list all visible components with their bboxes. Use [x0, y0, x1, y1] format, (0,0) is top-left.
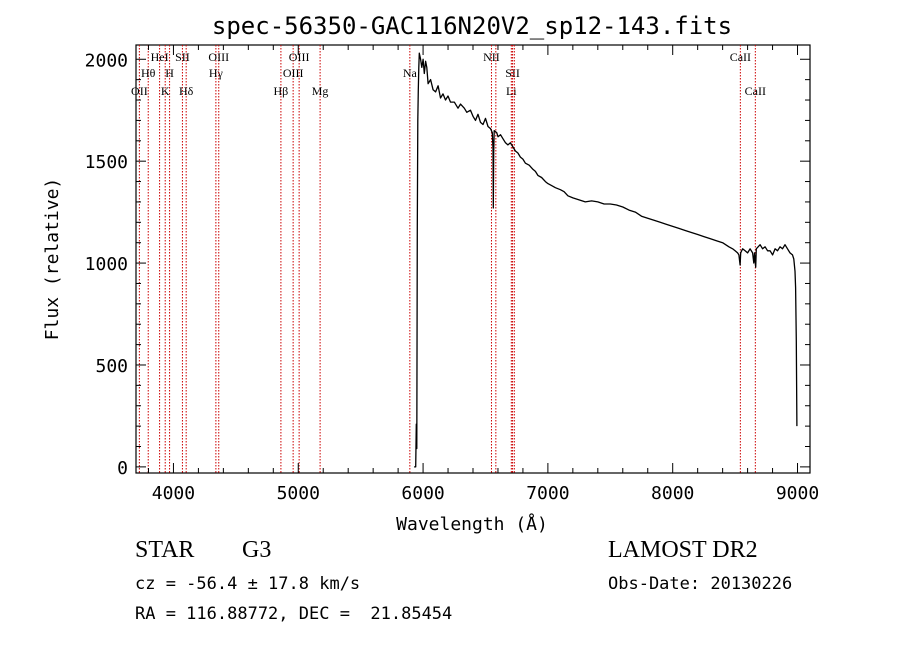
object-class: STAR [135, 537, 195, 563]
line-marker-label: Hβ [274, 84, 289, 98]
axis-ticks: 4000 5000 6000 7000 8000 9000 0 500 1000 1500 2000 [85, 45, 819, 504]
x-tick-label: 5000 [277, 483, 320, 504]
line-marker-label: SII [175, 50, 190, 64]
spectrum-line [414, 52, 798, 468]
x-tick-label: 4000 [152, 483, 195, 504]
line-marker-label: OIII [289, 50, 310, 64]
y-tick-label: 1500 [85, 152, 128, 173]
x-tick-label: 6000 [401, 483, 444, 504]
line-marker-label: NII [483, 50, 500, 64]
line-marker-label: Li [506, 84, 517, 98]
line-marker-label: OIII [208, 50, 229, 64]
y-axis-label: Flux (relative) [42, 178, 63, 341]
x-tick-label: 9000 [776, 483, 819, 504]
line-marker-label: HeI [151, 50, 169, 64]
line-marker-label: Hθ [141, 66, 156, 80]
obs-date: Obs-Date: 20130226 [608, 574, 793, 594]
line-markers: OIIHθHeIKHSIIHδHγOIIIHβOIIIOIIIMgNaNIILi… [131, 45, 766, 473]
line-marker-label: Hδ [179, 84, 194, 98]
x-tick-label: 8000 [651, 483, 694, 504]
line-marker-label: OIII [283, 66, 304, 80]
survey-name: LAMOST DR2 [608, 537, 758, 563]
y-tick-label: 0 [117, 458, 128, 479]
line-marker-label: Mg [312, 84, 329, 98]
line-marker-label: K [161, 84, 170, 98]
y-tick-label: 500 [95, 356, 128, 377]
line-marker-label: Hγ [209, 66, 224, 80]
redshift-info: cz = -56.4 ± 17.8 km/s [135, 574, 361, 594]
y-tick-label: 1000 [85, 254, 128, 275]
line-marker-label: SII [505, 66, 520, 80]
line-marker-label: H [165, 66, 174, 80]
coordinates: RA = 116.88772, DEC = 21.85454 [135, 604, 453, 624]
y-tick-label: 2000 [85, 50, 128, 71]
chart-title: spec-56350-GAC116N20V2_sp12-143.fits [212, 12, 732, 40]
x-axis-label: Wavelength (Å) [396, 513, 548, 535]
plot-frame [135, 44, 811, 474]
line-marker-label: Na [403, 66, 418, 80]
line-marker-label: CaII [745, 84, 766, 98]
line-marker-label: CaII [730, 50, 751, 64]
x-tick-label: 7000 [526, 483, 569, 504]
line-marker-label: OII [131, 84, 148, 98]
object-subclass: G3 [242, 537, 272, 563]
